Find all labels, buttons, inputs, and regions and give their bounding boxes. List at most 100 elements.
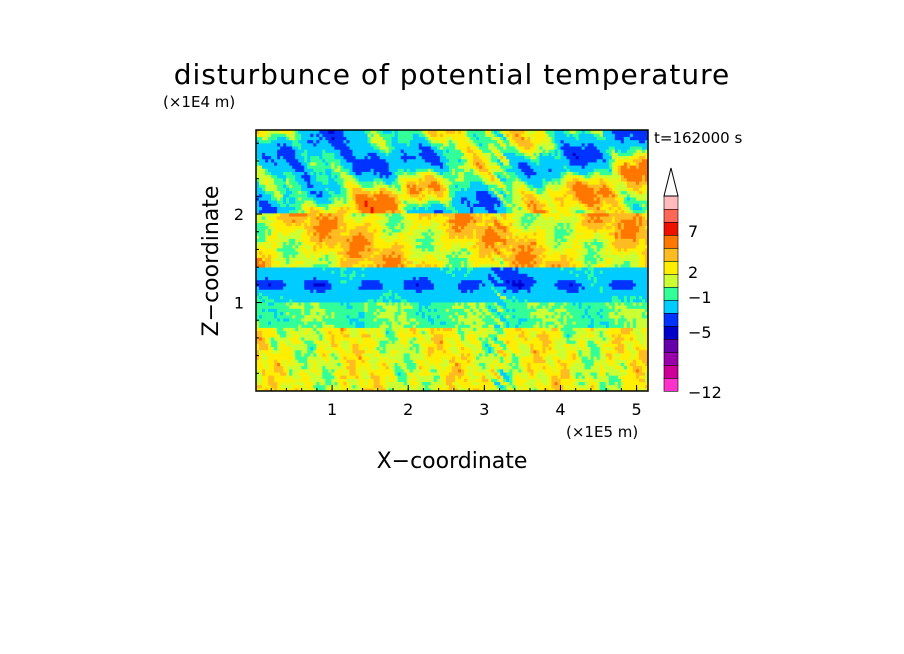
heatmap-cell [277,270,281,274]
heatmap-cell [394,355,399,360]
heatmap-cell [268,324,272,328]
heatmap-cell [286,336,290,341]
heatmap-cell [310,355,314,360]
heatmap-cell [286,292,290,297]
heatmap-cell [265,139,269,144]
heatmap-cell [406,285,411,290]
heatmap-cell [409,289,414,293]
heatmap-cell [373,200,378,204]
heatmap-cell [301,149,305,153]
heatmap-cell [364,149,369,153]
heatmap-cell [394,133,399,137]
heatmap-cell [295,308,299,313]
heatmap-cell [319,378,323,383]
heatmap-cell [334,308,339,313]
heatmap-cell [436,314,441,319]
heatmap-cell [397,209,402,214]
heatmap-cell [397,161,402,166]
heatmap-cell [298,158,302,163]
heatmap-cell [406,378,411,383]
heatmap-cell [409,324,414,328]
heatmap-cell [262,158,266,163]
heatmap-cell [280,184,284,188]
heatmap-cell [262,177,266,182]
heatmap-cell [352,244,357,249]
heatmap-cell [268,327,272,332]
heatmap-cell [304,276,308,281]
heatmap-cell [352,222,357,227]
heatmap-cell [406,244,411,249]
heatmap-cell [271,238,275,242]
heatmap-cell [319,244,323,249]
heatmap-cell [412,231,417,236]
heatmap-cell [304,149,308,153]
heatmap-cell [286,200,290,204]
heatmap-cell [304,152,308,157]
heatmap-cell [397,244,402,249]
heatmap-cell [358,266,363,271]
heatmap-cell [313,260,317,265]
heatmap-cell [310,180,314,185]
heatmap-cell [307,225,311,230]
heatmap-cell [310,155,314,160]
heatmap-cell [385,270,390,274]
heatmap-cell [403,327,408,332]
heatmap-cell [415,241,420,246]
heatmap-cell [301,384,305,389]
heatmap-cell [322,308,326,313]
heatmap-cell [385,295,390,300]
heatmap-cell [373,289,378,293]
heatmap-cell [379,228,384,233]
heatmap-cell [289,378,293,383]
heatmap-cell [397,330,402,335]
heatmap-cell [349,282,354,287]
heatmap-cell [403,180,408,185]
heatmap-cell [406,155,411,160]
heatmap-cell [358,133,363,137]
heatmap-cell [283,180,287,185]
heatmap-cell [430,384,435,389]
heatmap-cell [340,254,345,258]
heatmap-cell [340,349,345,354]
heatmap-cell [379,285,384,290]
heatmap-cell [373,327,378,332]
heatmap-cell [364,203,369,207]
heatmap-cell [388,378,393,383]
heatmap-cell [295,289,299,293]
heatmap-cell [394,298,399,303]
heatmap-cell [403,142,408,147]
heatmap-cell [376,285,381,290]
heatmap-cell [307,276,311,281]
heatmap-cell [325,145,329,150]
heatmap-cell [424,161,429,166]
heatmap-cell [262,145,266,150]
heatmap-cell [355,346,360,351]
heatmap-cell [286,136,290,141]
heatmap-cell [430,136,435,141]
heatmap-cell [412,317,417,322]
heatmap-cell [433,368,438,373]
heatmap-cell [283,165,287,169]
heatmap-cell [394,158,399,163]
heatmap-cell [418,133,423,137]
heatmap-cell [265,145,269,150]
heatmap-cell [415,254,420,258]
heatmap-cell [325,289,329,293]
heatmap-cell [340,381,345,386]
heatmap-cell [412,355,417,360]
heatmap-cell [424,349,429,354]
heatmap-cell [358,142,363,147]
heatmap-cell [421,254,426,258]
heatmap-cell [349,219,354,223]
heatmap-cell [334,235,339,239]
heatmap-cell [277,320,281,325]
heatmap-cell [388,206,393,211]
heatmap-cell [334,301,339,306]
heatmap-cell [268,209,272,214]
heatmap-cell [436,203,441,207]
heatmap-cell [373,368,378,373]
heatmap-cell [424,212,429,217]
heatmap-cell [421,193,426,198]
heatmap-cell [346,324,351,328]
heatmap-cell [394,222,399,227]
